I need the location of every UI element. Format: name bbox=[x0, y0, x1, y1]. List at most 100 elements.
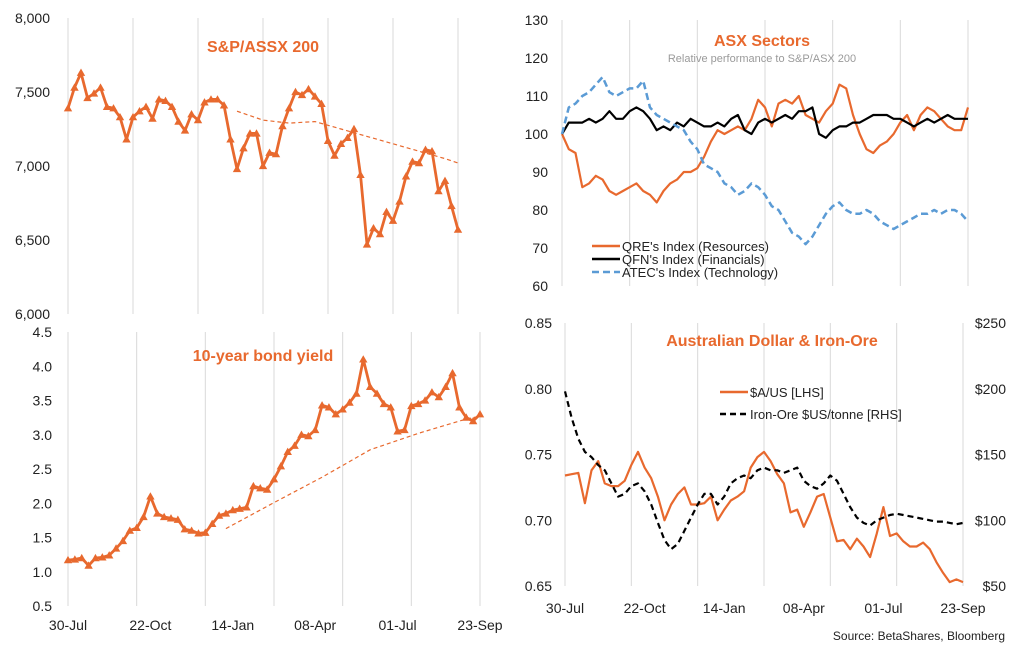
y-tick-label: 0.5 bbox=[33, 598, 53, 614]
y-tick-label: 7,500 bbox=[15, 84, 50, 100]
data-point-marker bbox=[256, 483, 265, 492]
data-point-marker bbox=[242, 503, 251, 511]
data-point-marker bbox=[173, 515, 183, 523]
data-point-marker bbox=[317, 99, 326, 107]
data-point-marker bbox=[421, 145, 430, 153]
data-point-marker bbox=[187, 526, 196, 534]
series-line bbox=[564, 450, 964, 584]
data-point-marker bbox=[135, 107, 144, 115]
data-point-marker bbox=[448, 368, 457, 377]
data-point-marker bbox=[407, 401, 416, 410]
data-point-marker bbox=[284, 104, 294, 112]
y-tick-label: 0.75 bbox=[525, 447, 552, 463]
y-tick-label: 2.0 bbox=[33, 495, 53, 511]
x-tick-label: 01-Jul bbox=[864, 600, 902, 616]
x-tick-label: 14-Jan bbox=[703, 600, 746, 616]
data-point-marker bbox=[91, 553, 100, 562]
y-tick-label: 7,000 bbox=[15, 158, 50, 174]
data-point-marker bbox=[213, 95, 222, 103]
x-tick-label: 23-Sep bbox=[457, 617, 502, 633]
y-tick-label: 130 bbox=[525, 12, 549, 28]
data-point-marker bbox=[109, 104, 118, 112]
data-point-marker bbox=[297, 90, 307, 99]
data-point-marker bbox=[434, 392, 443, 401]
bond-yield-chart: 0.5 1.0 1.5 2.0 2.5 3.0 3.5 4.0 4.5 30-Jul 22-Oct 1… bbox=[33, 324, 503, 633]
data-point-marker bbox=[362, 240, 372, 248]
data-point-marker bbox=[359, 355, 368, 363]
data-point-marker bbox=[408, 157, 417, 165]
data-point-marker bbox=[453, 225, 463, 233]
x-tick-label: 22-Oct bbox=[624, 600, 666, 616]
data-point-marker bbox=[365, 382, 375, 390]
data-point-marker bbox=[249, 481, 258, 490]
data-point-marker bbox=[148, 114, 157, 122]
data-point-marker bbox=[336, 139, 346, 147]
y-tick-label: 0.85 bbox=[525, 315, 552, 331]
data-point-marker bbox=[427, 388, 437, 396]
data-point-marker bbox=[324, 403, 334, 411]
data-point-marker bbox=[375, 229, 385, 238]
y-tick-label: 0.65 bbox=[525, 578, 552, 594]
x-tick-label: 22-Oct bbox=[129, 617, 171, 633]
data-point-marker bbox=[193, 115, 203, 124]
data-point-marker bbox=[258, 161, 268, 170]
x-tick-label: 08-Apr bbox=[294, 617, 336, 633]
y-tick-label: 0.80 bbox=[525, 381, 552, 397]
data-point-marker bbox=[70, 555, 80, 563]
data-point-marker bbox=[153, 509, 162, 517]
y-tick-label: 120 bbox=[525, 50, 549, 66]
data-point-marker bbox=[356, 170, 365, 179]
data-point-marker bbox=[311, 425, 320, 434]
y-tick-label: 3.0 bbox=[33, 427, 53, 443]
data-point-marker bbox=[146, 492, 155, 500]
data-point-marker bbox=[252, 129, 261, 137]
y-tick-label: 8,000 bbox=[15, 10, 50, 26]
y-tick-label: 2.5 bbox=[33, 461, 53, 477]
data-point-marker bbox=[180, 525, 189, 533]
data-point-marker bbox=[331, 410, 340, 418]
data-point-marker bbox=[201, 528, 210, 536]
y-tick-label: 4.0 bbox=[33, 358, 53, 374]
chart-title: ASX Sectors bbox=[714, 33, 810, 50]
y-tick-label: 110 bbox=[526, 88, 549, 104]
data-point-marker bbox=[265, 148, 274, 156]
data-point-marker bbox=[180, 126, 190, 134]
series-line bbox=[560, 83, 970, 204]
y-tick-label: 4.5 bbox=[33, 324, 53, 340]
data-point-marker bbox=[447, 201, 456, 210]
legend-label: QFN's Index (Financials) bbox=[622, 252, 765, 267]
data-point-marker bbox=[330, 151, 339, 159]
data-point-marker bbox=[166, 514, 176, 522]
data-point-marker bbox=[84, 561, 93, 569]
data-point-marker bbox=[290, 441, 299, 449]
y-tick-label: 6,500 bbox=[15, 232, 50, 248]
y-tick-label: 70 bbox=[532, 240, 548, 256]
data-point-marker bbox=[232, 164, 242, 173]
data-point-marker bbox=[386, 403, 395, 411]
y2-tick-label: $250 bbox=[975, 315, 1006, 331]
y2-tick-label: $200 bbox=[975, 381, 1006, 397]
data-point-marker bbox=[139, 512, 148, 521]
data-point-marker bbox=[208, 519, 217, 527]
data-point-marker bbox=[271, 149, 281, 158]
data-point-marker bbox=[245, 129, 255, 137]
data-point-marker bbox=[219, 101, 229, 109]
x-tick-label: 08-Apr bbox=[783, 600, 825, 616]
data-point-marker bbox=[343, 133, 352, 142]
source-note: Source: BetaShares, Bloomberg bbox=[833, 629, 1005, 643]
chart-subtitle: Relative performance to S&P/ASX 200 bbox=[668, 53, 856, 65]
data-point-marker bbox=[76, 68, 86, 76]
data-point-marker bbox=[382, 207, 391, 216]
legend-label: QRE's Index (Resources) bbox=[622, 239, 769, 254]
data-point-marker bbox=[63, 555, 73, 564]
data-point-marker bbox=[297, 430, 306, 438]
y-tick-label: 6,000 bbox=[15, 306, 50, 322]
y-tick-label: 3.5 bbox=[33, 393, 53, 409]
data-point-marker bbox=[304, 431, 313, 440]
data-point-marker bbox=[105, 551, 114, 559]
data-point-marker bbox=[379, 399, 389, 408]
y-tick-label: 80 bbox=[532, 202, 548, 218]
data-point-marker bbox=[291, 87, 300, 96]
data-point-marker bbox=[310, 92, 320, 100]
